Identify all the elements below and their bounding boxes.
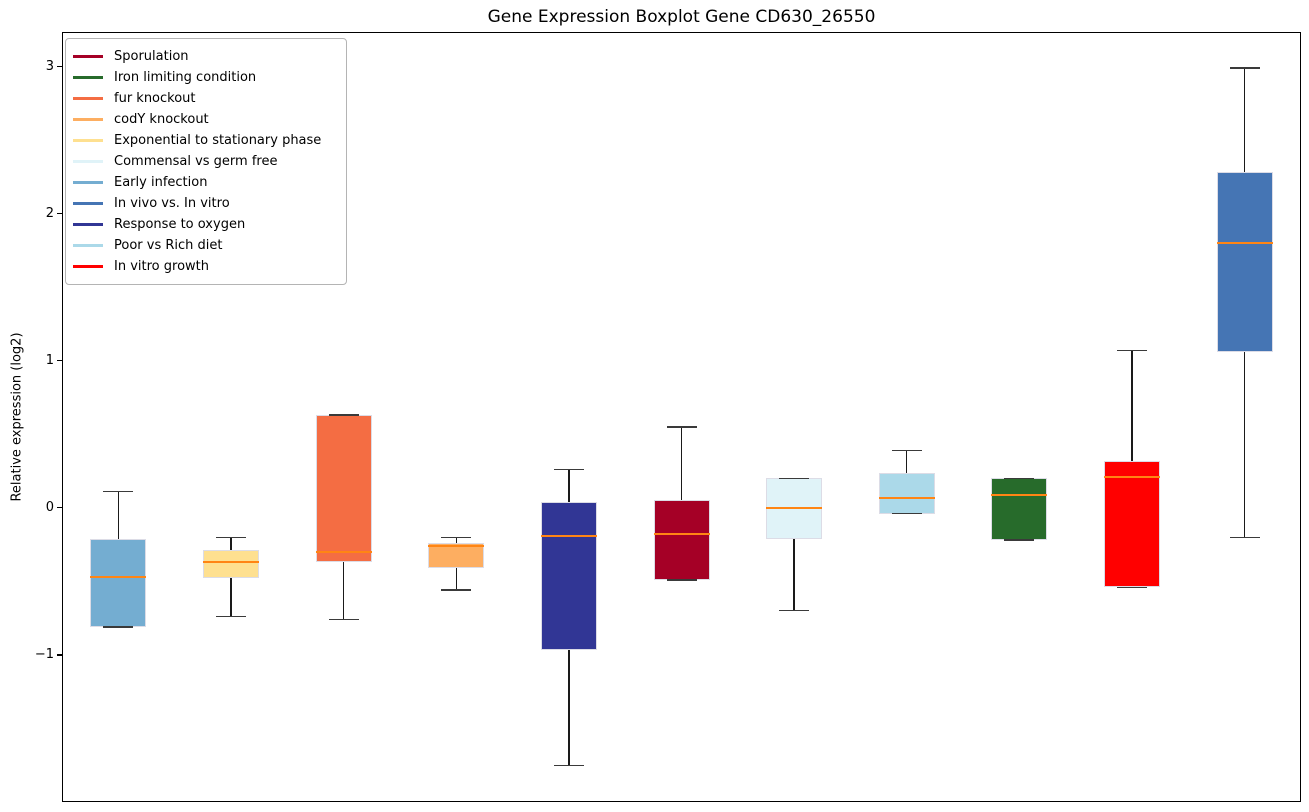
chart-title: Gene Expression Boxplot Gene CD630_26550 [487, 7, 876, 27]
median-line-in-vivo-vs-in-vitro [1216, 242, 1273, 245]
box-in-vivo-vs-in-vitro [1216, 172, 1273, 352]
whisker-cap-bottom-in-vivo-vs-in-vitro [1229, 536, 1260, 538]
whisker-cap-top-iron-limiting-condition [1004, 477, 1035, 480]
whisker-cap-top-commensal-vs-germ-free [779, 477, 810, 480]
legend-color-swatch [73, 97, 103, 100]
legend-item-commensal-vs-germ-free: Commensal vs germ free [73, 151, 336, 172]
median-line-fur-knockout [315, 550, 372, 553]
legend-item-poor-vs-rich-diet: Poor vs Rich diet [73, 235, 336, 256]
median-line-cody-knockout [428, 545, 485, 548]
y-tick-mark [57, 507, 62, 509]
legend-label: codY knockout [114, 112, 209, 127]
legend-label: In vivo vs. In vitro [114, 196, 230, 211]
legend-color-swatch [73, 160, 103, 163]
whisker-cap-bottom-cody-knockout [441, 589, 472, 591]
box-in-vitro-growth [1104, 460, 1161, 588]
legend-item-fur-knockout: fur knockout [73, 88, 336, 109]
median-line-early-infection [90, 575, 147, 578]
whisker-cap-top-in-vivo-vs-in-vitro [1229, 67, 1260, 69]
legend-item-response-to-oxygen: Response to oxygen [73, 214, 336, 235]
box-fur-knockout [315, 415, 372, 563]
legend-item-sporulation: Sporulation [73, 46, 336, 67]
legend-color-swatch [73, 223, 103, 226]
y-tick-mark [57, 213, 62, 215]
median-line-commensal-vs-germ-free [766, 506, 823, 509]
legend-item-in-vitro-growth: In vitro growth [73, 256, 336, 277]
y-tick-label: 0 [45, 499, 54, 515]
whisker-cap-bottom-early-infection [103, 626, 134, 628]
whisker-cap-top-poor-vs-rich-diet [891, 449, 922, 452]
legend-label: Response to oxygen [114, 217, 246, 232]
box-sporulation [653, 500, 710, 580]
whisker-cap-top-exponential-to-stationary-phase [215, 536, 246, 538]
whisker-cap-top-sporulation [666, 426, 697, 428]
legend-item-cody-knockout: codY knockout [73, 109, 336, 130]
legend-item-exponential-to-stationary-phase: Exponential to stationary phase [73, 130, 336, 151]
y-tick-label: 3 [45, 58, 54, 74]
whisker-cap-bottom-response-to-oxygen [553, 764, 584, 766]
legend-label: Exponential to stationary phase [114, 133, 322, 148]
legend-label: Sporulation [114, 49, 189, 64]
median-line-sporulation [653, 533, 710, 536]
whisker-cap-top-early-infection [103, 490, 134, 493]
whisker-cap-top-in-vitro-growth [1117, 349, 1148, 352]
box-exponential-to-stationary-phase [202, 550, 259, 579]
box-iron-limiting-condition [991, 478, 1048, 541]
legend: Sporulation Iron limiting condition fur kn… [65, 38, 347, 285]
whisker-cap-bottom-in-vitro-growth [1117, 586, 1148, 588]
y-tick-label: −1 [34, 646, 54, 662]
legend-label: fur knockout [114, 91, 196, 106]
whisker-cap-top-cody-knockout [441, 536, 472, 538]
whisker-cap-bottom-sporulation [666, 579, 697, 581]
whisker-cap-bottom-iron-limiting-condition [1004, 539, 1035, 541]
legend-color-swatch [73, 76, 103, 79]
box-poor-vs-rich-diet [878, 472, 935, 514]
whisker-cap-top-response-to-oxygen [553, 468, 584, 471]
legend-color-swatch [73, 55, 103, 58]
median-line-in-vitro-growth [1104, 475, 1161, 478]
legend-color-swatch [73, 202, 103, 205]
median-line-exponential-to-stationary-phase [202, 561, 259, 564]
y-tick-mark [57, 654, 62, 656]
whisker-line-commensal-vs-germ-free [793, 478, 795, 611]
legend-label: Poor vs Rich diet [114, 238, 223, 253]
legend-label: Commensal vs germ free [114, 154, 278, 169]
legend-color-swatch [73, 181, 103, 184]
legend-color-swatch [73, 265, 103, 268]
median-line-iron-limiting-condition [991, 493, 1048, 496]
median-line-poor-vs-rich-diet [878, 496, 935, 499]
y-tick-label: 1 [45, 352, 54, 368]
legend-item-in-vivo-vs-in-vitro: In vivo vs. In vitro [73, 193, 336, 214]
legend-label: Iron limiting condition [114, 70, 257, 85]
legend-label: In vitro growth [114, 259, 209, 274]
legend-color-swatch [73, 244, 103, 247]
whisker-cap-bottom-poor-vs-rich-diet [891, 513, 922, 515]
legend-color-swatch [73, 139, 103, 142]
whisker-cap-bottom-exponential-to-stationary-phase [215, 615, 246, 618]
y-tick-mark [57, 360, 62, 362]
legend-item-iron-limiting-condition: Iron limiting condition [73, 67, 336, 88]
whisker-cap-bottom-fur-knockout [328, 618, 359, 621]
median-line-response-to-oxygen [540, 534, 597, 537]
y-tick-mark [57, 65, 62, 68]
y-tick-label: 2 [45, 205, 54, 221]
legend-label: Early infection [114, 175, 208, 190]
box-early-infection [90, 538, 147, 627]
box-response-to-oxygen [540, 501, 597, 651]
legend-item-early-infection: Early infection [73, 172, 336, 193]
whisker-cap-bottom-commensal-vs-germ-free [779, 610, 810, 612]
legend-color-swatch [73, 118, 103, 121]
whisker-cap-top-fur-knockout [328, 414, 359, 416]
box-cody-knockout [428, 543, 485, 569]
